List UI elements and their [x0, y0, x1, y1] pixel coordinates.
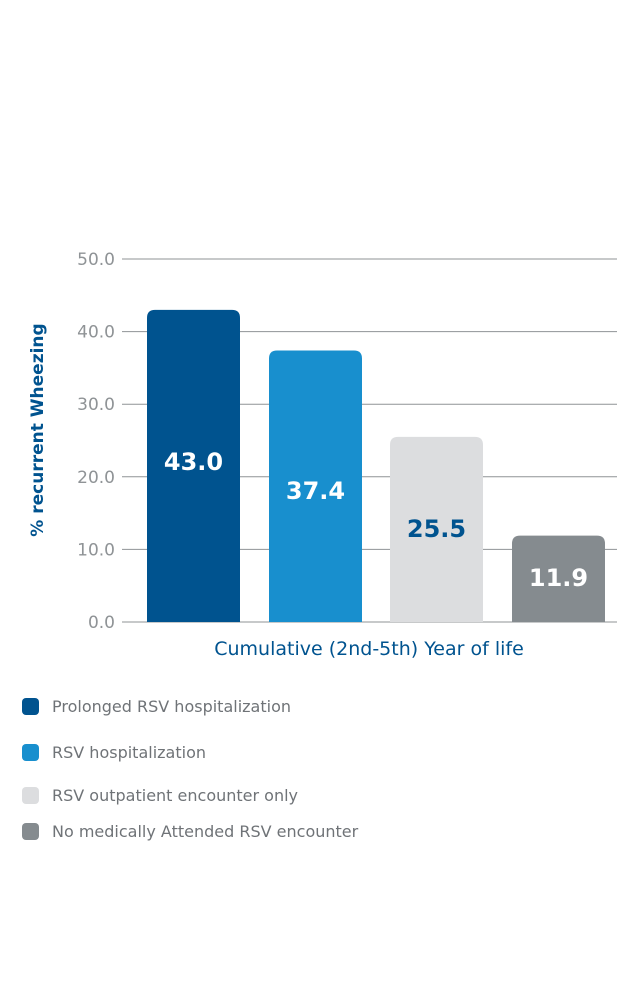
legend-item-prolonged-rsv-hospitalization: Prolonged RSV hospitalization [22, 694, 291, 718]
legend-label-rsv-outpatient-encounter-only: RSV outpatient encounter only [52, 785, 299, 805]
y-tick-label: 50.0 [77, 250, 115, 270]
legend-swatch-rsv-outpatient-encounter-only [22, 786, 39, 804]
legend-label-prolonged-rsv-hospitalization: Prolonged RSV hospitalization [52, 696, 291, 716]
legend-swatch-prolonged-rsv-hospitalization [22, 697, 39, 715]
legend-item-no-medically-attended-rsv-encounter: No medically Attended RSV encounter [22, 819, 358, 843]
bar-rsv-outpatient-encounter-only [390, 436, 483, 622]
y-tick-label: 10.0 [77, 540, 115, 560]
legend-item-rsv-hospitalization: RSV hospitalization [22, 740, 206, 764]
legend-swatch-rsv-hospitalization [22, 743, 39, 761]
y-tick-label: 30.0 [77, 395, 115, 415]
y-tick-label: 0.0 [88, 613, 115, 633]
legend-swatch-no-medically-attended-rsv-encounter [22, 822, 39, 840]
bar-chart: 0.0 10.0 20.0 30.0 40.0 50.0 % recurrent Wheez… [28, 250, 617, 660]
y-tick-label: 20.0 [77, 468, 115, 488]
x-axis-label: Cumulative (2nd-5th) Year of life [214, 638, 524, 660]
bar-rsv-hospitalization [269, 350, 362, 622]
bar-value-label-rsv-outpatient-encounter-only: 25.5 [407, 515, 466, 543]
legend-label-rsv-hospitalization: RSV hospitalization [52, 742, 206, 762]
y-tick-label: 40.0 [77, 323, 115, 343]
bar-prolonged-rsv-hospitalization [147, 309, 240, 622]
legend-item-rsv-outpatient-encounter-only: RSV outpatient encounter only [22, 783, 298, 807]
bar-value-label-rsv-hospitalization: 37.4 [286, 477, 345, 505]
legend-label-no-medically-attended-rsv-encounter: No medically Attended RSV encounter [52, 821, 359, 841]
y-axis-label: % recurrent Wheezing [28, 323, 48, 536]
bar-value-label-prolonged-rsv-hospitalization: 43.0 [164, 448, 223, 476]
bar-value-label-no-medically-attended-rsv-encounter: 11.9 [529, 564, 588, 592]
bar-no-medically-attended-rsv-encounter [512, 535, 605, 622]
